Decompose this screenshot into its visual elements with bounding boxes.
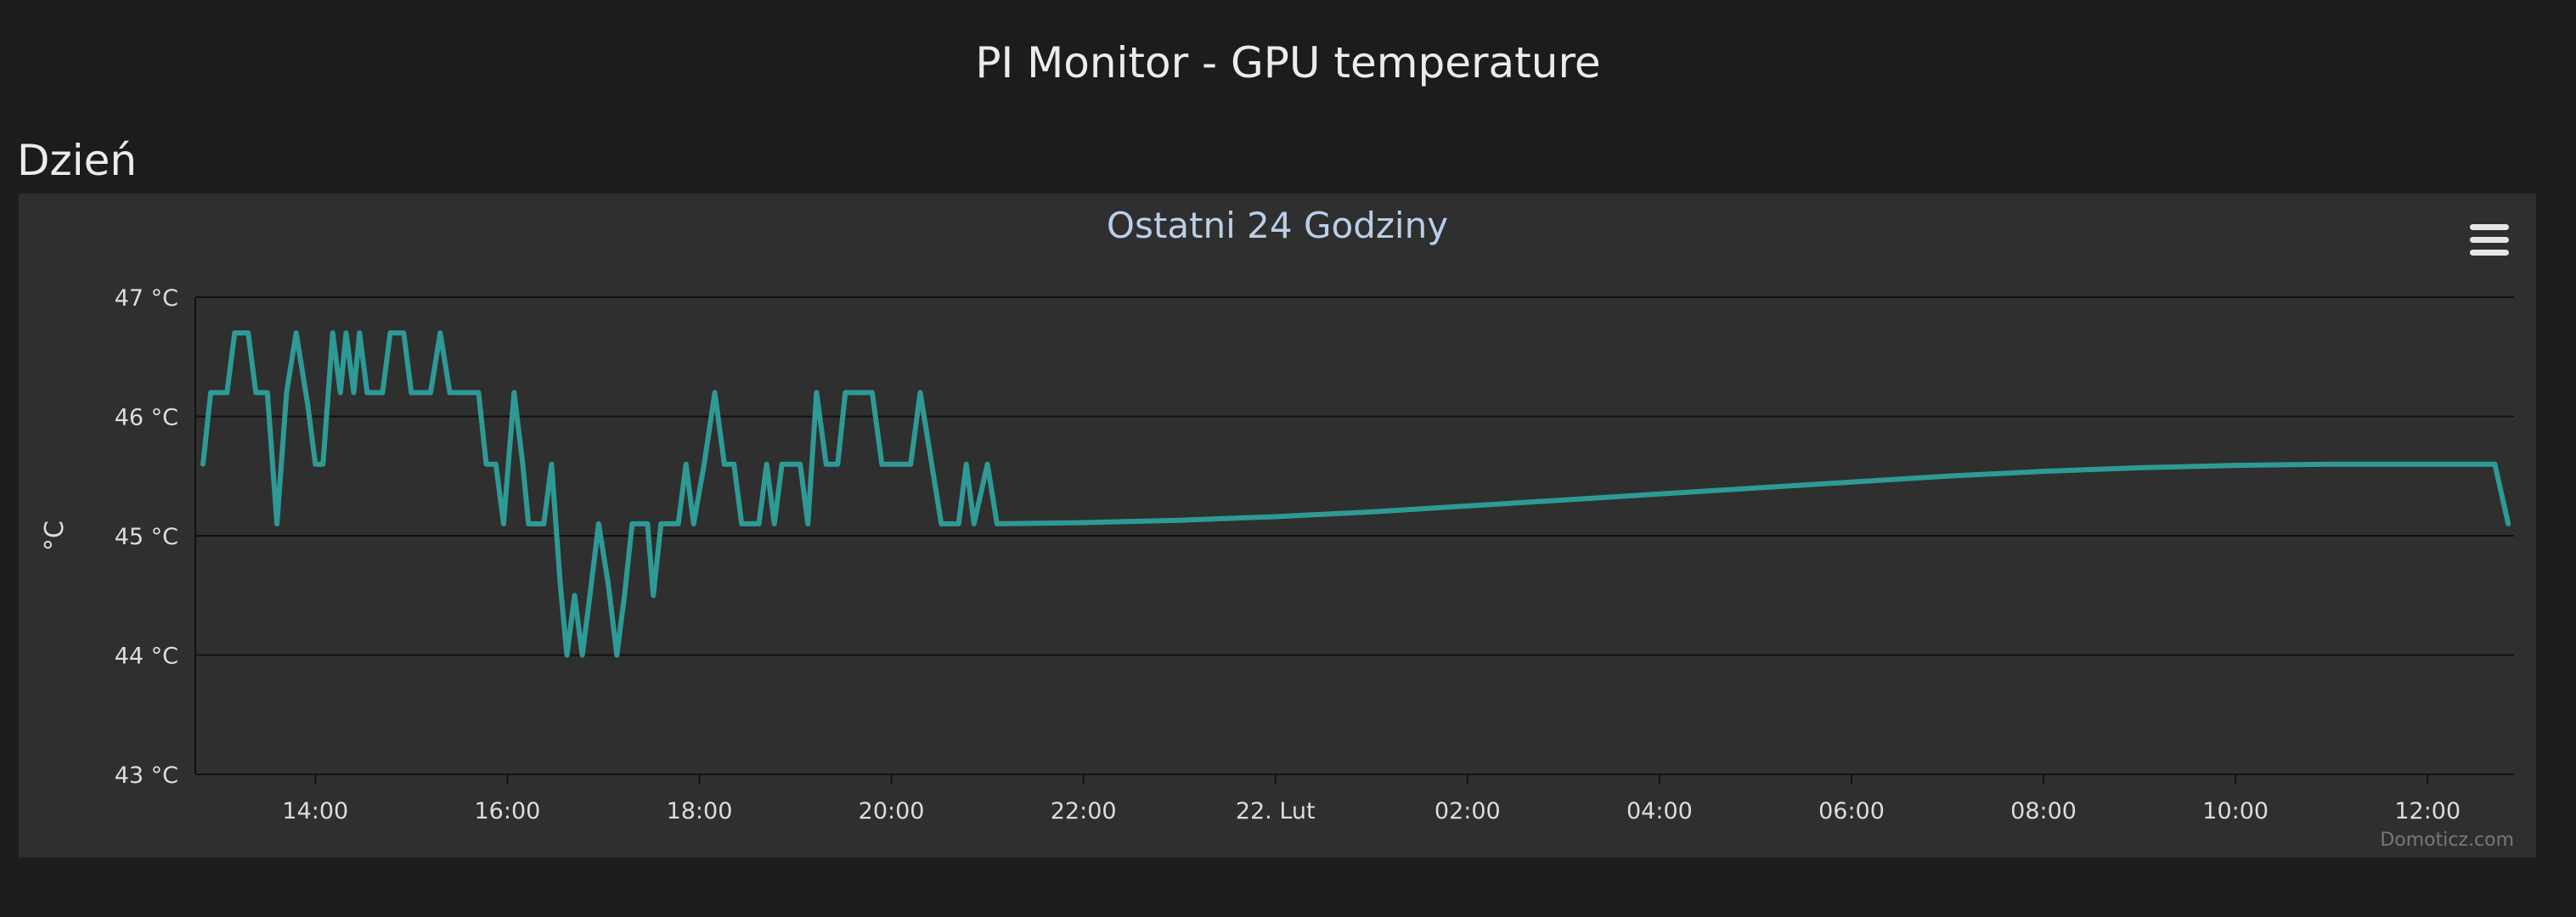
- x-tick-label: 18:00: [667, 798, 733, 824]
- y-tick-label: 46 °C: [115, 405, 178, 431]
- x-tick-label: 10:00: [2202, 798, 2269, 824]
- x-tick-label: 06:00: [1818, 798, 1885, 824]
- x-tick-label: 08:00: [2010, 798, 2077, 824]
- hamburger-menu-icon: [2470, 224, 2509, 256]
- x-tick-label: 16:00: [474, 798, 540, 824]
- temperature-series-line: [200, 330, 2511, 658]
- y-axis-label: °C: [40, 520, 70, 551]
- y-tick-label: 47 °C: [115, 285, 178, 312]
- y-tick-label: 43 °C: [115, 762, 178, 789]
- chart-panel: Ostatni 24 Godziny °C Domoticz.com 43 °C…: [19, 194, 2536, 858]
- x-tick-label: 14:00: [282, 798, 348, 824]
- y-tick-label: 45 °C: [115, 524, 178, 550]
- temperature-chart: Ostatni 24 Godziny °C Domoticz.com 43 °C…: [40, 205, 2514, 851]
- x-tick-label: 20:00: [859, 798, 925, 824]
- y-tick-label: 44 °C: [115, 644, 178, 670]
- section-title: Dzień: [17, 136, 138, 185]
- chart-menu-button[interactable]: [2465, 217, 2514, 263]
- x-tick-label: 12:00: [2394, 798, 2460, 824]
- x-tick-label: 04:00: [1626, 798, 1693, 824]
- page-title: PI Monitor - GPU temperature: [975, 38, 1601, 87]
- x-tick-label: 22:00: [1051, 798, 1117, 824]
- chart-title: Ostatni 24 Godziny: [1107, 205, 1448, 246]
- chart-credit: Domoticz.com: [2380, 830, 2514, 851]
- x-tick-label: 02:00: [1435, 798, 1501, 824]
- x-tick-label: 22. Lut: [1236, 798, 1316, 824]
